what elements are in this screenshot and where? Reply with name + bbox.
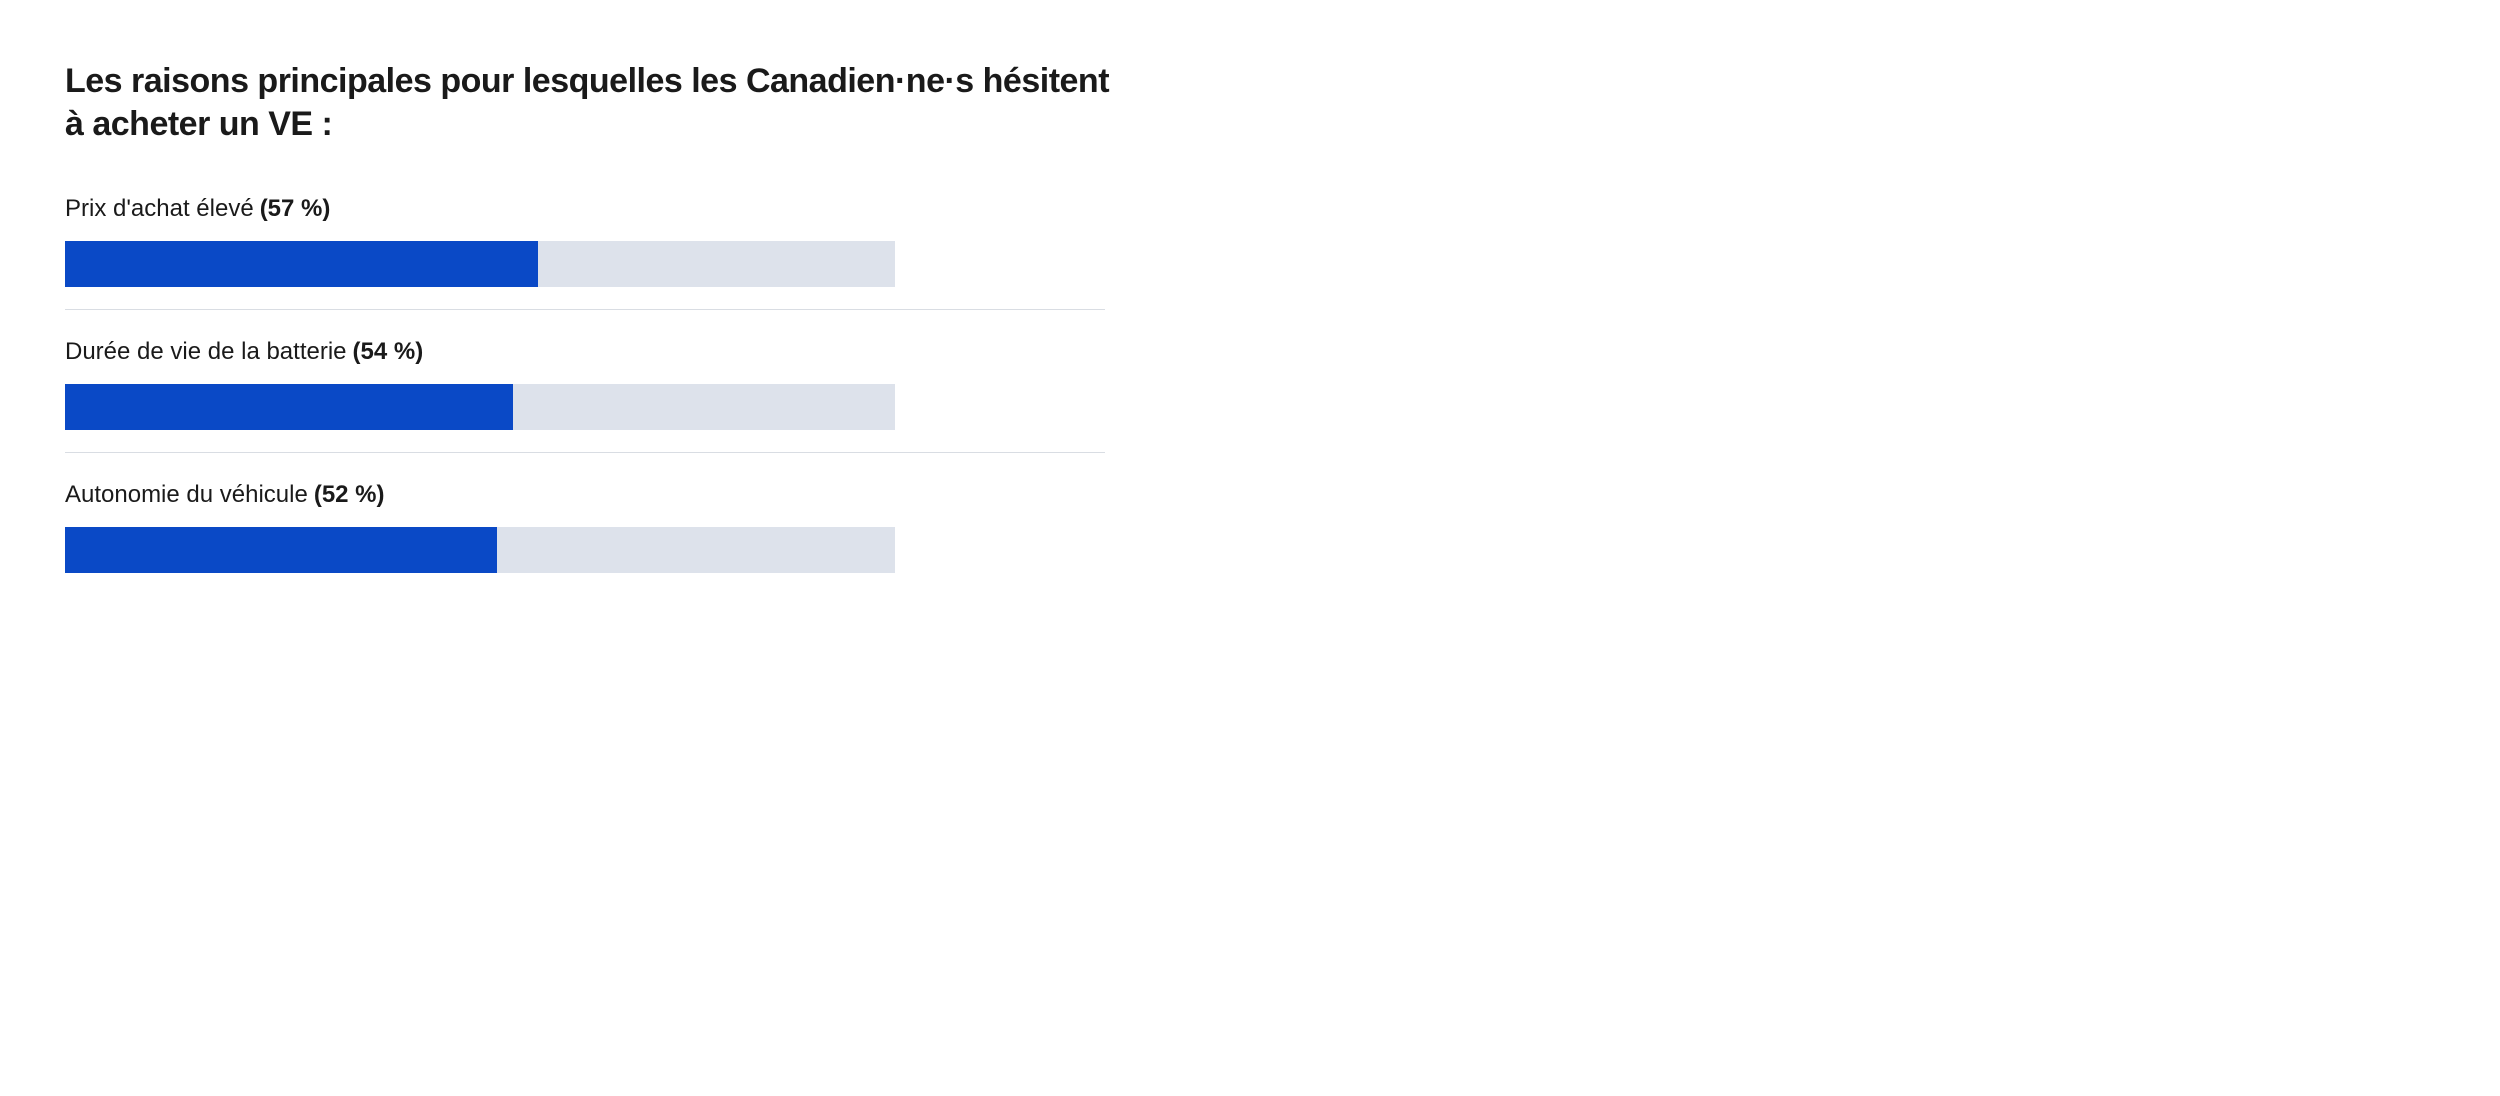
bar-fill <box>65 241 538 287</box>
bar-fill <box>65 384 513 430</box>
bar-label: Durée de vie de la batterie <box>65 338 347 366</box>
chart-title: Les raisons principales pour lesquelles … <box>65 60 1115 145</box>
bar-track <box>65 527 895 573</box>
bar-percent: (52 %) <box>314 481 385 509</box>
bar-label-row: Prix d'achat élevé (57 %) <box>65 195 1105 223</box>
bar-label: Autonomie du véhicule <box>65 481 308 509</box>
bar-percent: (54 %) <box>353 338 424 366</box>
bar-fill <box>65 527 497 573</box>
bar-label-row: Durée de vie de la batterie (54 %) <box>65 338 1105 366</box>
bar-track <box>65 384 895 430</box>
bar-divider <box>65 452 1105 453</box>
bar-label-row: Autonomie du véhicule (52 %) <box>65 481 1105 509</box>
bar-item: Durée de vie de la batterie (54 %) <box>65 338 1105 430</box>
bar-item: Prix d'achat élevé (57 %) <box>65 195 1105 287</box>
bar-label: Prix d'achat élevé <box>65 195 254 223</box>
bar-track <box>65 241 895 287</box>
bar-percent: (57 %) <box>260 195 331 223</box>
bars-container: Prix d'achat élevé (57 %) Durée de vie d… <box>65 195 1105 573</box>
bar-divider <box>65 309 1105 310</box>
bar-item: Autonomie du véhicule (52 %) <box>65 481 1105 573</box>
